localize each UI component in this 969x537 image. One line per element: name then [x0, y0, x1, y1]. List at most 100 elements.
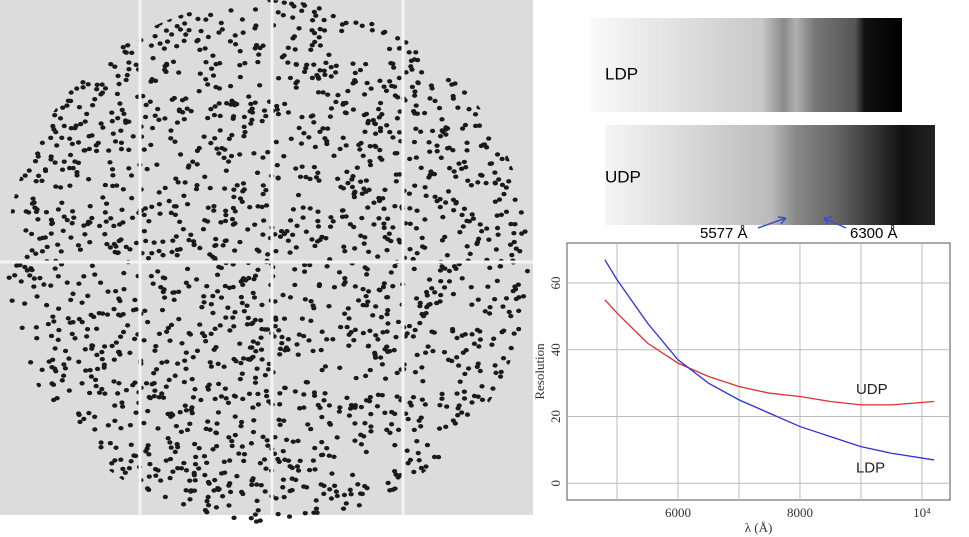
fiber-dot	[89, 346, 95, 351]
fiber-dot	[445, 77, 451, 83]
fiber-dot	[75, 140, 82, 145]
fiber-dot	[29, 267, 35, 273]
fiber-dot	[219, 146, 225, 151]
fiber-dot	[506, 179, 512, 184]
fiber-dot	[293, 245, 299, 250]
fiber-dot	[274, 107, 280, 112]
fiber-dot	[476, 123, 483, 128]
fiber-dot	[310, 458, 316, 463]
fiber-dot	[102, 391, 108, 396]
fiber-dot	[74, 173, 80, 178]
fiber-dot	[306, 135, 312, 140]
fiber-dot	[451, 208, 457, 213]
fiber-dot	[392, 84, 398, 89]
fiber-dot	[110, 183, 116, 189]
fiber-dot	[281, 316, 288, 321]
fiber-dot	[69, 331, 75, 337]
fiber-dot	[143, 381, 150, 386]
fiber-dot	[457, 229, 463, 235]
fiber-dot	[265, 149, 271, 155]
fiber-dot	[80, 85, 86, 90]
fiber-dot	[373, 304, 379, 309]
fiber-dot	[226, 285, 233, 291]
fiber-dot	[229, 98, 235, 104]
fiber-dot	[79, 300, 85, 305]
fiber-dot	[487, 311, 493, 316]
fiber-dot	[109, 110, 115, 115]
fiber-dot	[475, 180, 481, 185]
fiber-dot	[61, 362, 67, 367]
fiber-dot	[160, 239, 166, 244]
fiber-dot	[413, 296, 420, 301]
fiber-dot	[337, 405, 343, 410]
fiber-dot	[455, 406, 461, 411]
fiber-dot	[453, 199, 459, 205]
fiber-dot	[163, 28, 170, 33]
fiber-dot	[222, 283, 228, 289]
fiber-dot	[182, 21, 188, 26]
fiber-dot	[111, 379, 117, 384]
fiber-dot	[392, 411, 398, 417]
fiber-dot	[255, 341, 261, 346]
fiber-dot	[29, 231, 35, 237]
fiber-dot	[169, 32, 175, 37]
fiber-dot	[466, 106, 472, 112]
fiber-dot	[424, 293, 430, 298]
fiber-dot	[396, 237, 402, 243]
fiber-dot	[227, 39, 233, 44]
fiber-dot	[316, 283, 322, 289]
fiber-dot	[125, 43, 131, 48]
fiber-dot	[141, 338, 147, 343]
fiber-dot	[120, 329, 127, 335]
fiber-dot	[59, 167, 66, 172]
fiber-dot	[406, 50, 412, 55]
fiber-dot	[156, 201, 162, 207]
fiber-dot	[363, 373, 369, 379]
fiber-dot	[356, 503, 362, 508]
fiber-dot	[333, 99, 339, 105]
fiber-dot	[492, 296, 498, 302]
fiber-dot	[117, 101, 123, 106]
fiber-dot	[299, 8, 305, 14]
fiber-dot	[477, 337, 483, 342]
fiber-dot	[461, 90, 468, 95]
fiber-dot	[407, 156, 413, 162]
fiber-dot	[410, 394, 417, 400]
fiber-dot	[394, 370, 400, 376]
fiber-dot	[311, 393, 318, 398]
fiber-dot	[188, 488, 194, 493]
fiber-dot	[181, 38, 187, 44]
fiber-dot	[149, 204, 155, 209]
fiber-dot	[342, 248, 348, 254]
fiber-dot	[19, 325, 25, 330]
fiber-dot	[34, 207, 40, 212]
fiber-dot	[512, 197, 518, 202]
fiber-dot	[164, 359, 170, 364]
fiber-dot	[24, 254, 30, 260]
fiber-dot	[229, 438, 235, 444]
fiber-dot	[361, 112, 367, 118]
fiber-dot	[44, 302, 50, 308]
fiber-dot	[347, 406, 354, 411]
fiber-dot	[132, 380, 138, 385]
fiber-dot	[229, 443, 235, 449]
fiber-dot	[6, 275, 12, 280]
fiber-dot	[419, 397, 425, 402]
fiber-dot	[456, 161, 462, 166]
fiber-dot	[487, 305, 493, 310]
fiber-dot	[159, 391, 165, 396]
fiber-dot	[343, 501, 349, 506]
fiber-dot	[359, 191, 365, 196]
fiber-dot	[22, 301, 28, 306]
fiber-dot	[308, 298, 314, 304]
fiber-dot	[211, 112, 218, 118]
fiber-dot	[498, 369, 504, 375]
fiber-dot	[275, 511, 281, 517]
fiber-dot	[290, 232, 296, 237]
fiber-dot	[522, 229, 528, 234]
fiber-dot	[117, 313, 123, 318]
fiber-dot	[160, 275, 166, 280]
fiber-dot	[394, 116, 400, 121]
fiber-dot	[119, 207, 125, 212]
fiber-dot	[427, 172, 433, 178]
